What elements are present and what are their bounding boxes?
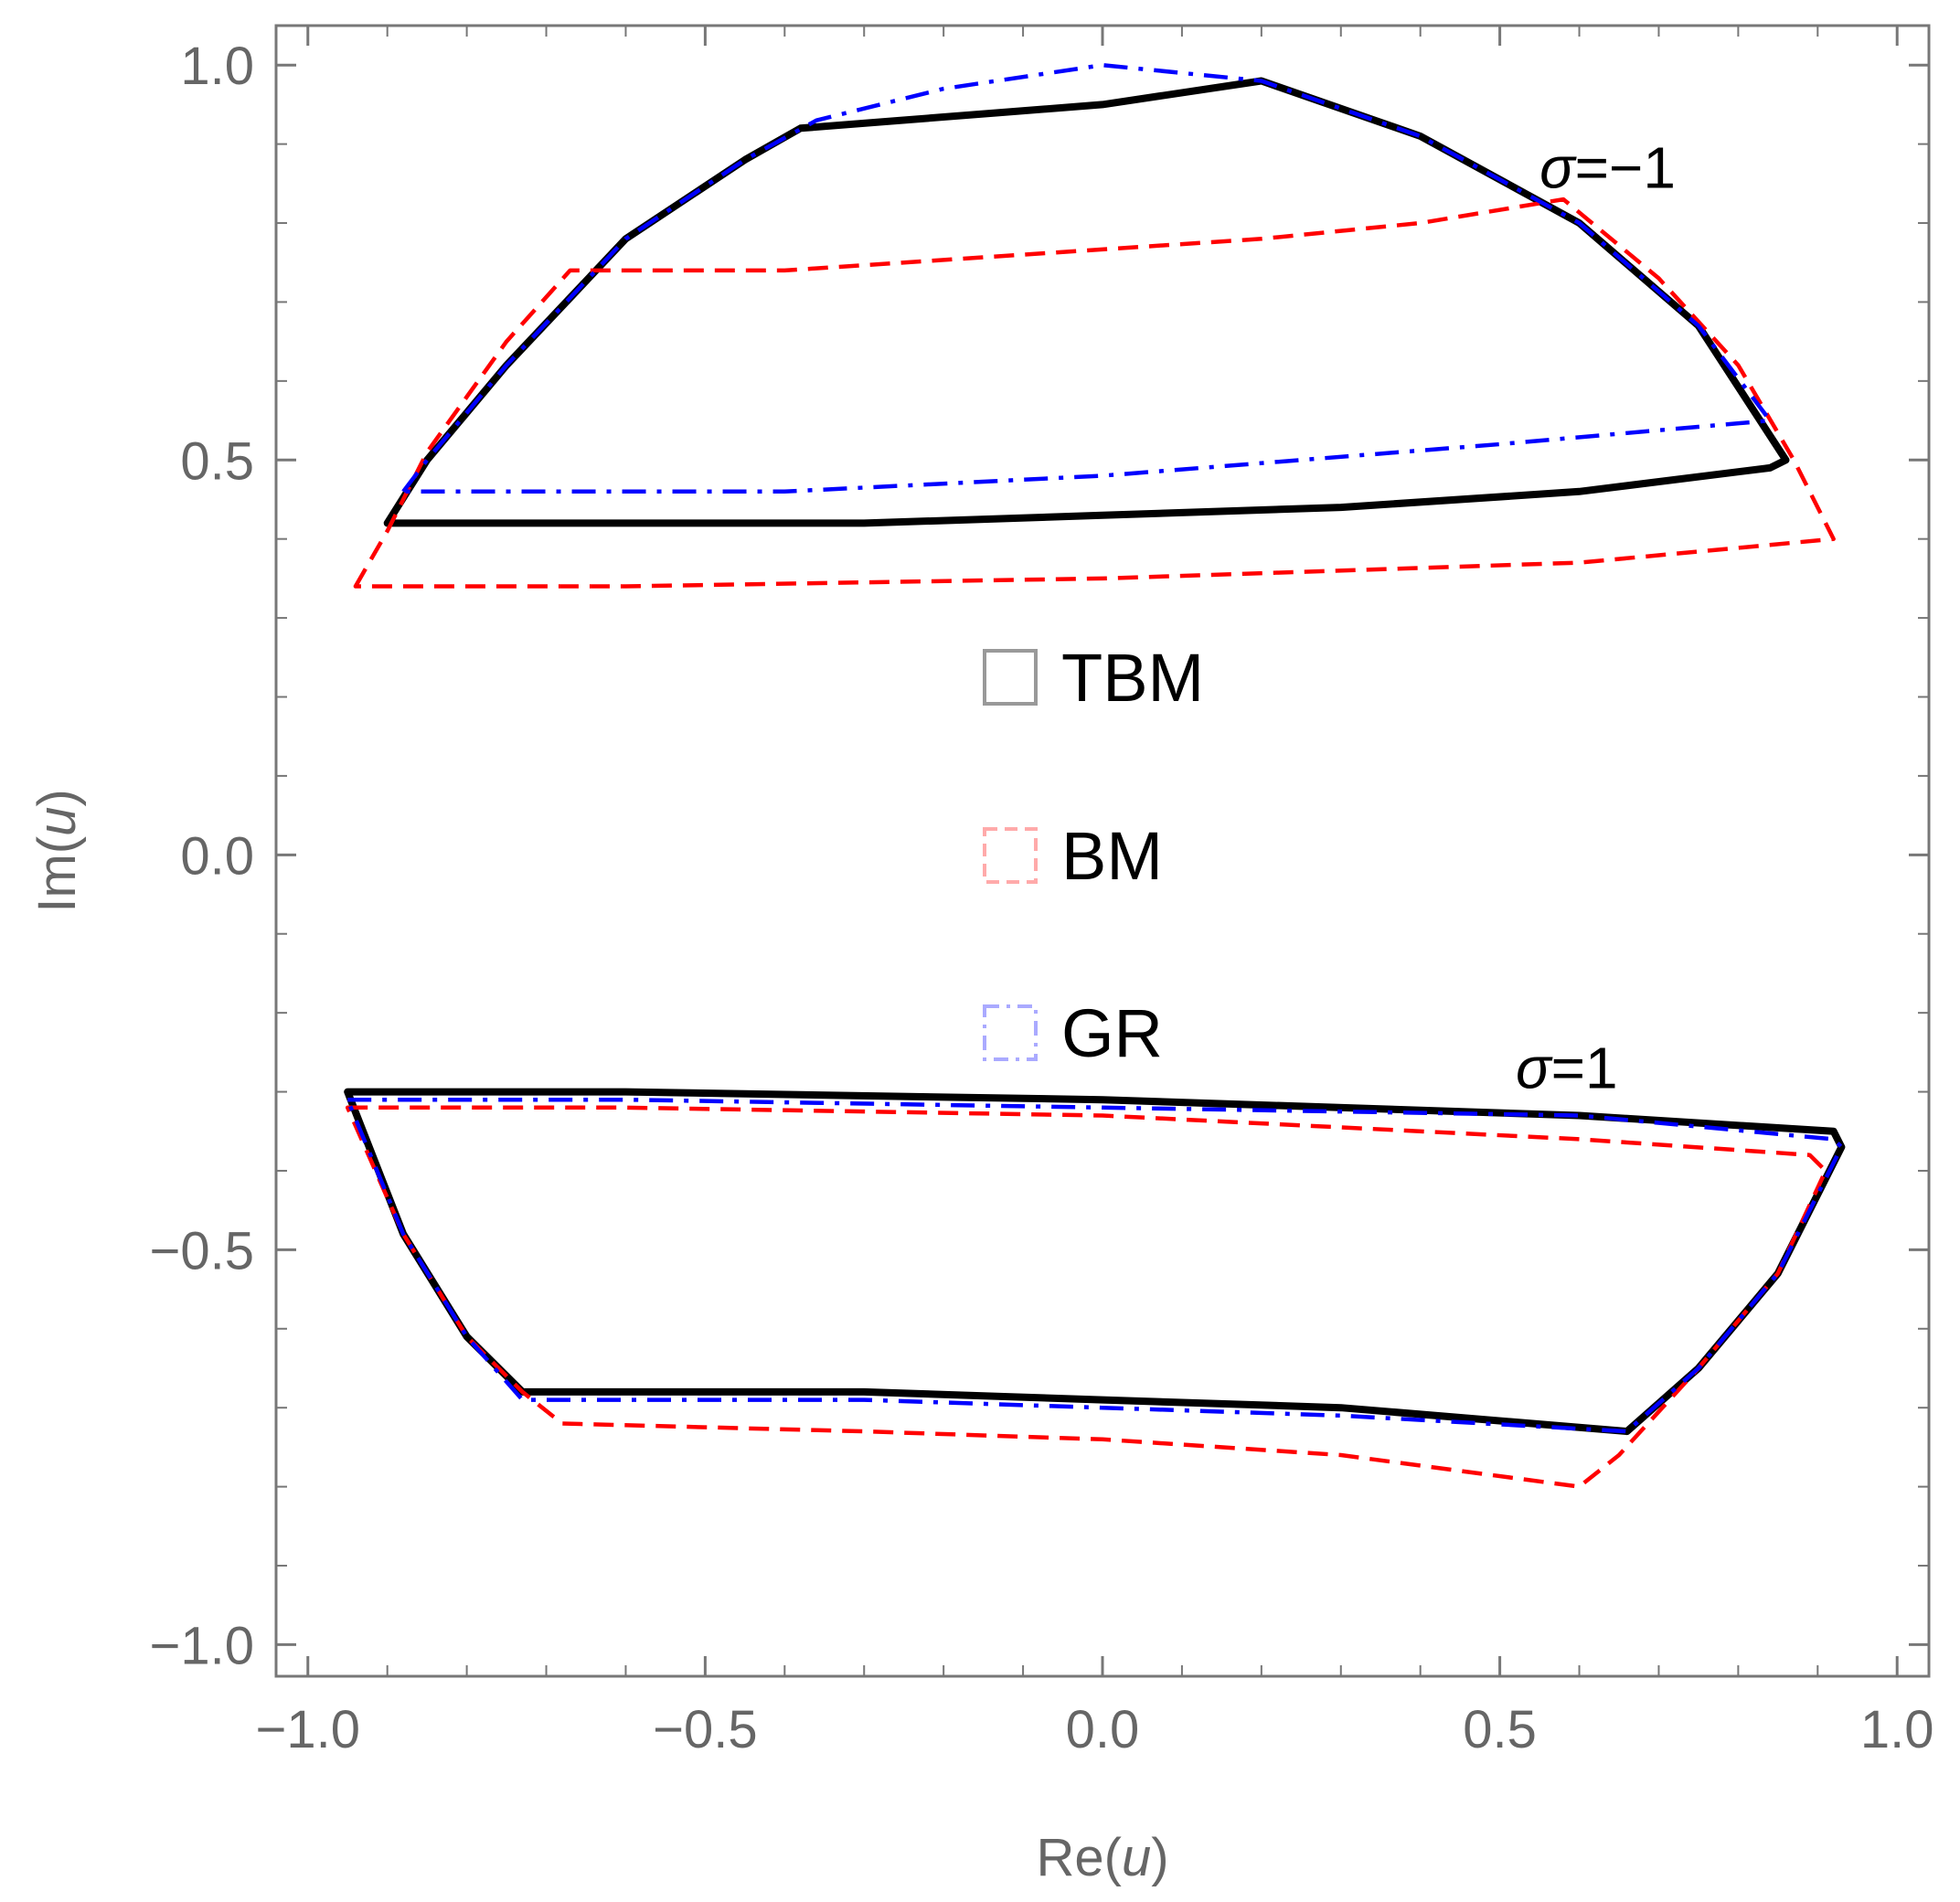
series-bm-sigma-neg1 (353, 197, 1836, 589)
legend-label-bm: BM (1061, 818, 1163, 894)
y-axis-title-prefix: Im( (27, 836, 87, 913)
x-tick-label: −1.0 (256, 1700, 361, 1759)
y-tick-label: −1.0 (150, 1616, 255, 1675)
x-axis-title-prefix: Re( (1036, 1828, 1121, 1887)
series-tbm-sigma-pos1 (344, 1088, 1846, 1436)
y-tick-label: 0.0 (180, 826, 254, 886)
series-gr-sigma-pos1 (345, 1097, 1844, 1434)
series-layer (344, 62, 1846, 1489)
sigma-annotation: σ=1 (1516, 1036, 1618, 1101)
legend-swatch-bm (983, 827, 1038, 884)
y-tick-label: 1.0 (180, 37, 254, 96)
sigma-symbol: σ (1539, 135, 1577, 201)
legend-label-gr: GR (1061, 995, 1163, 1071)
sigma-value: =1 (1551, 1036, 1618, 1101)
y-axis-title: Im(u) (27, 789, 87, 912)
y-tick-label: −0.5 (150, 1221, 255, 1280)
x-tick-label: 0.5 (1463, 1700, 1537, 1759)
x-axis-title: Re(u) (1036, 1828, 1168, 1887)
x-tick-label: 1.0 (1860, 1700, 1934, 1759)
y-axis-title-suffix: ) (27, 789, 87, 806)
x-axis-title-suffix: ) (1151, 1828, 1168, 1887)
sigma-annotation: σ=−1 (1539, 135, 1676, 201)
series-gr-sigma-neg1 (400, 62, 1773, 494)
x-tick-label: −0.5 (653, 1700, 758, 1759)
x-tick-label: 0.0 (1066, 1700, 1140, 1759)
sigma-value: =−1 (1575, 135, 1676, 201)
legend-swatch-tbm (983, 649, 1038, 706)
legend-swatch-gr (983, 1004, 1038, 1061)
legend: TBM BM GR (983, 640, 1204, 1071)
x-axis-title-var: u (1122, 1828, 1151, 1887)
legend-label-tbm: TBM (1061, 640, 1204, 716)
y-axis-title-var: u (27, 807, 87, 836)
axis-ticks: −1.0 −0.5 0.0 0.5 1.0 1.0 0.5 0.0 −0.5 −1.0 (150, 26, 1934, 1759)
series-bm-sigma-pos1 (345, 1105, 1828, 1489)
annotations: σ=−1σ=1 (1516, 135, 1676, 1101)
y-tick-label: 0.5 (180, 431, 254, 491)
sigma-symbol: σ (1516, 1036, 1553, 1101)
